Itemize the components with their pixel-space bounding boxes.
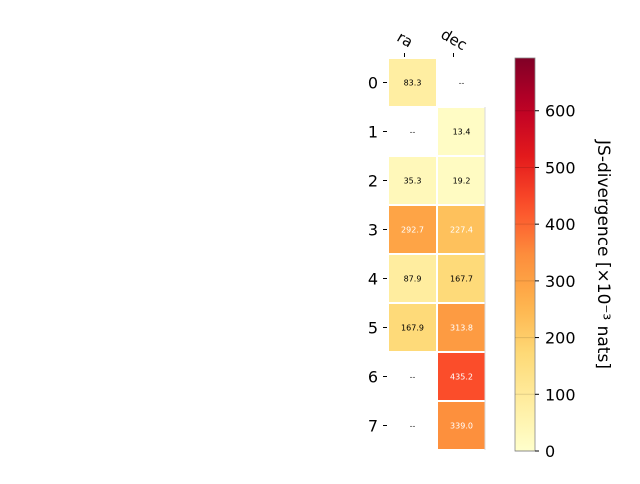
colorbar-ticks: 0 100 200 300 400 500 600 bbox=[515, 102, 576, 461]
row-label: 3 bbox=[368, 221, 378, 240]
heatmap-cell bbox=[389, 304, 436, 351]
heatmap-cell bbox=[438, 108, 485, 155]
colorbar-tick-label: 300 bbox=[545, 272, 576, 291]
missing-cell-label: -- bbox=[410, 128, 416, 137]
colorbar-tick-label: 100 bbox=[545, 385, 576, 404]
heatmap-cells bbox=[389, 59, 486, 450]
colorbar-tick-label: 200 bbox=[545, 329, 576, 348]
cell-value-label: 83.3 bbox=[404, 79, 422, 88]
cell-value-label: 339.0 bbox=[450, 422, 473, 431]
column-label: dec bbox=[438, 25, 470, 54]
row-label: 5 bbox=[368, 319, 378, 338]
cell-value-label: 35.3 bbox=[404, 177, 422, 186]
cell-value-label: 292.7 bbox=[401, 226, 424, 235]
heatmap-cell bbox=[389, 157, 436, 204]
colorbar-gradient bbox=[514, 57, 536, 452]
cell-value-label: 435.2 bbox=[450, 373, 473, 382]
colorbar: 0 100 200 300 400 500 600 JS-divergence [×10⁻³… bbox=[514, 57, 613, 461]
row-axis: 0 1 2 3 4 5 6 7 bbox=[368, 74, 387, 436]
cell-value-label: 167.9 bbox=[401, 324, 424, 333]
colorbar-tick-label: 600 bbox=[545, 102, 576, 121]
row-label: 0 bbox=[368, 74, 378, 93]
missing-cell-label: -- bbox=[459, 79, 465, 88]
cell-value-label: 87.9 bbox=[404, 275, 422, 284]
heatmap-cell bbox=[438, 402, 485, 449]
heatmap-cell bbox=[438, 353, 485, 400]
heatmap-cell-labels: 83.3 -- -- 13.4 35.3 19.2 292.7 227.4 87.9 167.7 1… bbox=[401, 79, 473, 431]
row-label: 7 bbox=[368, 417, 378, 436]
colorbar-label: JS-divergence [×10⁻³ nats] bbox=[593, 139, 613, 369]
colorbar-tick-label: 0 bbox=[545, 442, 555, 461]
missing-cell-label: -- bbox=[410, 422, 416, 431]
heatmap-cell bbox=[389, 255, 436, 302]
cell-value-label: 19.2 bbox=[453, 177, 471, 186]
heatmap-cell bbox=[438, 206, 485, 253]
row-label: 6 bbox=[368, 368, 378, 387]
colorbar-tick-label: 500 bbox=[545, 158, 576, 177]
row-label: 1 bbox=[368, 123, 378, 142]
heatmap-cell bbox=[389, 206, 436, 253]
cell-value-label: 227.4 bbox=[450, 226, 473, 235]
missing-cell-label: -- bbox=[410, 373, 416, 382]
heatmap-cell bbox=[389, 59, 436, 106]
row-label: 2 bbox=[368, 172, 378, 191]
colorbar-tick-label: 400 bbox=[545, 215, 576, 234]
column-label: ra bbox=[394, 28, 416, 51]
column-axis: ra dec bbox=[394, 25, 470, 57]
cell-value-label: 13.4 bbox=[453, 128, 471, 137]
heatmap-cell bbox=[438, 304, 485, 351]
cell-value-label: 167.7 bbox=[450, 275, 473, 284]
row-label: 4 bbox=[368, 270, 378, 289]
heatmap-cell bbox=[438, 255, 485, 302]
heatmap-cell bbox=[438, 157, 485, 204]
cell-value-label: 313.8 bbox=[450, 324, 473, 333]
